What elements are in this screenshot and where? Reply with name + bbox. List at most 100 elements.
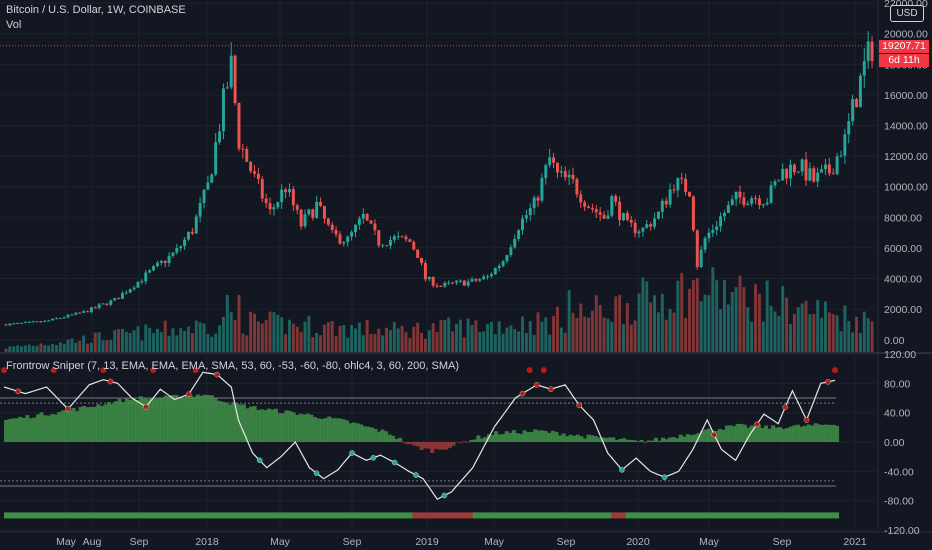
time-tick-label: May — [484, 536, 505, 548]
top-signal-dot — [1, 367, 7, 374]
trend-bar-segment — [536, 512, 541, 519]
candle-body — [276, 202, 280, 208]
candle-body — [823, 164, 827, 170]
candle-body — [555, 162, 559, 173]
osc-fill-bar — [682, 436, 687, 442]
volume-legend[interactable]: Vol — [6, 19, 22, 31]
volume-bar — [579, 303, 583, 352]
trend-bar-segment — [121, 512, 126, 519]
volume-bar — [27, 344, 31, 352]
osc-fill-bar — [774, 427, 779, 442]
volume-bar — [113, 330, 117, 352]
candle-body — [307, 209, 311, 215]
volume-bar — [548, 334, 552, 352]
osc-fill-bar — [46, 415, 51, 442]
osc-fill-bar — [234, 403, 239, 442]
volume-bar — [39, 343, 43, 352]
currency-button[interactable]: USD — [890, 5, 924, 22]
time-tick-label: Sep — [130, 536, 149, 548]
volume-bar — [839, 331, 843, 352]
candle-body — [746, 203, 750, 206]
volume-bar — [851, 332, 855, 352]
oscillator-axis[interactable]: -120.00 -80.00 -40.00 0.00 40.00 80.00 120.00 — [884, 349, 920, 537]
osc-fill-bar — [717, 428, 722, 442]
candle-body — [385, 245, 389, 247]
signal-dot — [803, 417, 810, 423]
osc-fill-bar — [621, 438, 626, 442]
volume-bar — [423, 338, 427, 352]
volume-bar — [587, 317, 591, 352]
osc-fill-bar — [518, 433, 523, 442]
candle-body — [548, 157, 552, 166]
osc-fill-bar — [366, 426, 371, 442]
trend-bar-segment — [508, 512, 513, 519]
volume-bar — [808, 314, 812, 352]
candle-body — [412, 241, 416, 250]
candle-body — [400, 236, 404, 238]
volume-bar — [299, 331, 303, 352]
volume-bar — [699, 301, 703, 352]
volume-bar — [521, 316, 524, 352]
signal-dot — [107, 378, 114, 385]
volume-bar — [711, 267, 715, 352]
candle-body — [299, 209, 303, 227]
candle-body — [420, 257, 423, 264]
volume-bar — [509, 325, 513, 352]
candle-body — [497, 265, 501, 268]
candle-body — [404, 236, 408, 240]
candle-body — [260, 179, 264, 199]
time-axis[interactable]: May Aug Sep 2018 May Sep 2019 May Sep 2020 May Sep 2… — [56, 536, 867, 548]
osc-fill-bar — [39, 412, 44, 442]
candle-body — [8, 323, 12, 326]
last-price-tag: 19207.71 — [879, 40, 929, 53]
time-tick-label: Sep — [773, 536, 792, 548]
candle-body — [427, 276, 431, 280]
candle-body — [295, 205, 299, 210]
osc-fill-bar — [707, 428, 712, 442]
trend-bar-segment — [160, 512, 165, 519]
candle-body — [505, 255, 509, 262]
volume-bars — [4, 267, 874, 352]
price-tick-label: 8000.00 — [884, 212, 922, 224]
trend-bar-segment — [813, 512, 818, 519]
volume-bar — [855, 316, 858, 352]
signal-dot — [413, 472, 419, 478]
candle-body — [284, 189, 288, 193]
volume-bar — [633, 320, 637, 352]
volume-bar — [70, 338, 74, 352]
volume-bar — [249, 311, 253, 352]
candle-body — [408, 239, 412, 242]
candle-body — [396, 236, 400, 238]
candle-body — [253, 171, 256, 174]
candle-body — [350, 232, 354, 237]
trend-bar-segment — [35, 512, 41, 519]
volume-bar — [858, 332, 862, 352]
volume-bar — [31, 345, 35, 352]
volume-bar — [373, 334, 377, 352]
candle-body — [416, 249, 420, 258]
osc-fill-bar — [167, 395, 172, 442]
trend-bar-segment — [554, 512, 559, 519]
trend-bar-segment — [682, 512, 687, 519]
candle-body — [152, 266, 156, 271]
trend-bar-segment — [522, 512, 527, 519]
osc-fill-bar — [423, 442, 428, 449]
trend-bar-segment — [241, 512, 246, 519]
osc-fill-bar — [625, 439, 630, 442]
candle-body — [493, 267, 497, 275]
trend-bar-segment — [117, 512, 122, 519]
volume-bar — [680, 273, 684, 352]
volume-bar — [404, 332, 408, 352]
osc-fill-bar — [533, 429, 538, 442]
trend-bar-segment — [199, 512, 204, 519]
candle-body — [198, 203, 202, 217]
indicator-legend[interactable]: Frontrow Sniper (7, 13, EMA, EMA, EMA, S… — [6, 360, 460, 372]
osc-fill-bar — [92, 406, 97, 442]
trend-bar-segment — [565, 512, 570, 519]
candle-body — [862, 61, 866, 76]
trend-bar-segment — [511, 512, 516, 519]
trend-bar-segment — [504, 512, 509, 519]
volume-bar — [237, 295, 241, 352]
symbol-legend[interactable]: Bitcoin / U.S. Dollar, 1W, COINBASE — [6, 4, 186, 16]
